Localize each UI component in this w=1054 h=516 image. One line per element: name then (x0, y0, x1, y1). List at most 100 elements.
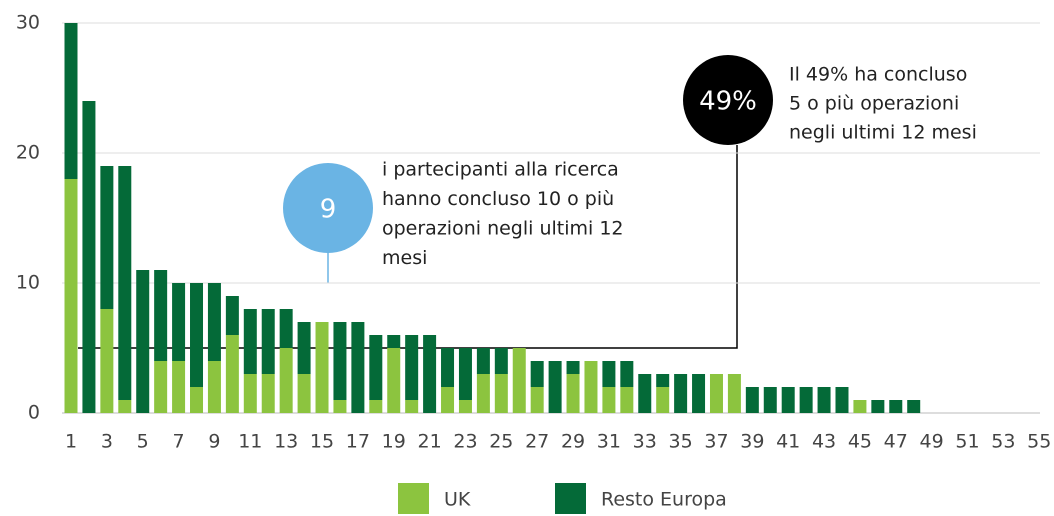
bar-segment (387, 335, 401, 348)
bar-segment (530, 361, 544, 387)
bar-segment (835, 387, 849, 413)
x-tick-label: 45 (848, 431, 872, 453)
annotation-text: Il 49% ha concluso (789, 64, 967, 86)
bar-segment (674, 374, 688, 413)
bar-segment (297, 374, 311, 413)
x-tick-label: 31 (597, 431, 621, 453)
bar-segment (64, 23, 78, 179)
annotation-text: negli ultimi 12 mesi (789, 122, 977, 144)
bar-segment (315, 322, 329, 413)
bar-segment (64, 179, 78, 413)
x-tick-label: 13 (274, 431, 298, 453)
x-tick-label: 9 (208, 431, 220, 453)
legend-swatch (555, 483, 586, 514)
bar-segment (441, 348, 455, 387)
legend-swatch (398, 483, 429, 514)
x-tick-label: 51 (955, 431, 979, 453)
annotation-text: mesi (382, 247, 427, 269)
bar-segment (656, 374, 670, 387)
annotation-text: hanno concluso 10 o più (382, 188, 614, 210)
bar-segment (494, 374, 508, 413)
x-tick-label: 27 (525, 431, 549, 453)
bar-segment (745, 387, 759, 413)
bar-segment (225, 335, 239, 413)
bar-segment (799, 387, 813, 413)
bar-segment (154, 361, 168, 413)
x-tick-label: 41 (776, 431, 800, 453)
x-tick-label: 33 (633, 431, 657, 453)
bar-segment (136, 270, 150, 413)
bar-segment (387, 348, 401, 413)
x-tick-label: 37 (704, 431, 728, 453)
bar-segment (172, 283, 186, 361)
bar-segment (225, 296, 239, 335)
y-tick-label: 20 (16, 142, 40, 164)
bar-segment (333, 322, 347, 400)
bar-segment (763, 387, 777, 413)
bar-segment (727, 374, 741, 413)
bar-segment (100, 309, 114, 413)
bar-segment (817, 387, 831, 413)
legend-label: Resto Europa (601, 489, 727, 511)
bar-segment (118, 166, 132, 400)
bar-segment (405, 400, 419, 413)
bar-segment (243, 309, 257, 374)
x-tick-label: 47 (884, 431, 908, 453)
x-tick-label: 49 (920, 431, 944, 453)
bar-segment (494, 348, 508, 374)
annotation-circle (283, 163, 373, 253)
bar-segment (100, 166, 114, 309)
bar-segment (261, 374, 275, 413)
bar-segment (405, 335, 419, 400)
bar-segment (620, 361, 634, 387)
bar-segment (512, 348, 526, 413)
bar-segment (423, 335, 437, 413)
x-tick-label: 29 (561, 431, 585, 453)
bar-segment (190, 387, 204, 413)
x-tick-label: 7 (173, 431, 185, 453)
bar-segment (548, 361, 562, 413)
bar-segment (458, 400, 472, 413)
bar-segment (279, 348, 293, 413)
bar-segment (279, 309, 293, 348)
x-tick-label: 1 (65, 431, 77, 453)
x-tick-label: 17 (346, 431, 370, 453)
bar-segment (369, 335, 383, 400)
bar-segment (351, 322, 365, 413)
annotation-text: i partecipanti alla ricerca (382, 159, 619, 181)
annotation-text: 5 o più operazioni (789, 93, 959, 115)
x-tick-label: 3 (101, 431, 113, 453)
bar-segment (207, 283, 221, 361)
bar-segment (530, 387, 544, 413)
x-tick-label: 15 (310, 431, 334, 453)
bar-segment (261, 309, 275, 374)
bar-segment (82, 101, 96, 413)
bar-segment (620, 387, 634, 413)
bar-segment (566, 361, 580, 374)
bar-segment (709, 374, 723, 413)
bar-segment (369, 400, 383, 413)
bar-segment (638, 374, 652, 413)
x-tick-label: 11 (238, 431, 262, 453)
annotation-text: operazioni negli ultimi 12 (382, 218, 624, 240)
annotation-circle (683, 55, 773, 145)
bar-segment (441, 387, 455, 413)
bar-segment (333, 400, 347, 413)
annotation-number: 49% (699, 87, 757, 117)
x-tick-label: 23 (453, 431, 477, 453)
y-tick-label: 10 (16, 272, 40, 294)
y-tick-label: 0 (28, 402, 40, 424)
bar-segment (243, 374, 257, 413)
annotation-number: 9 (320, 195, 337, 225)
bar-segment (476, 348, 490, 374)
bar-segment (853, 400, 867, 413)
legend-label: UK (444, 489, 471, 511)
bar-segment (907, 400, 921, 413)
bar-segment (458, 348, 472, 400)
bar-segment (297, 322, 311, 374)
x-tick-label: 55 (1027, 431, 1051, 453)
y-tick-label: 30 (16, 12, 40, 34)
x-tick-label: 19 (382, 431, 406, 453)
bar-segment (207, 361, 221, 413)
